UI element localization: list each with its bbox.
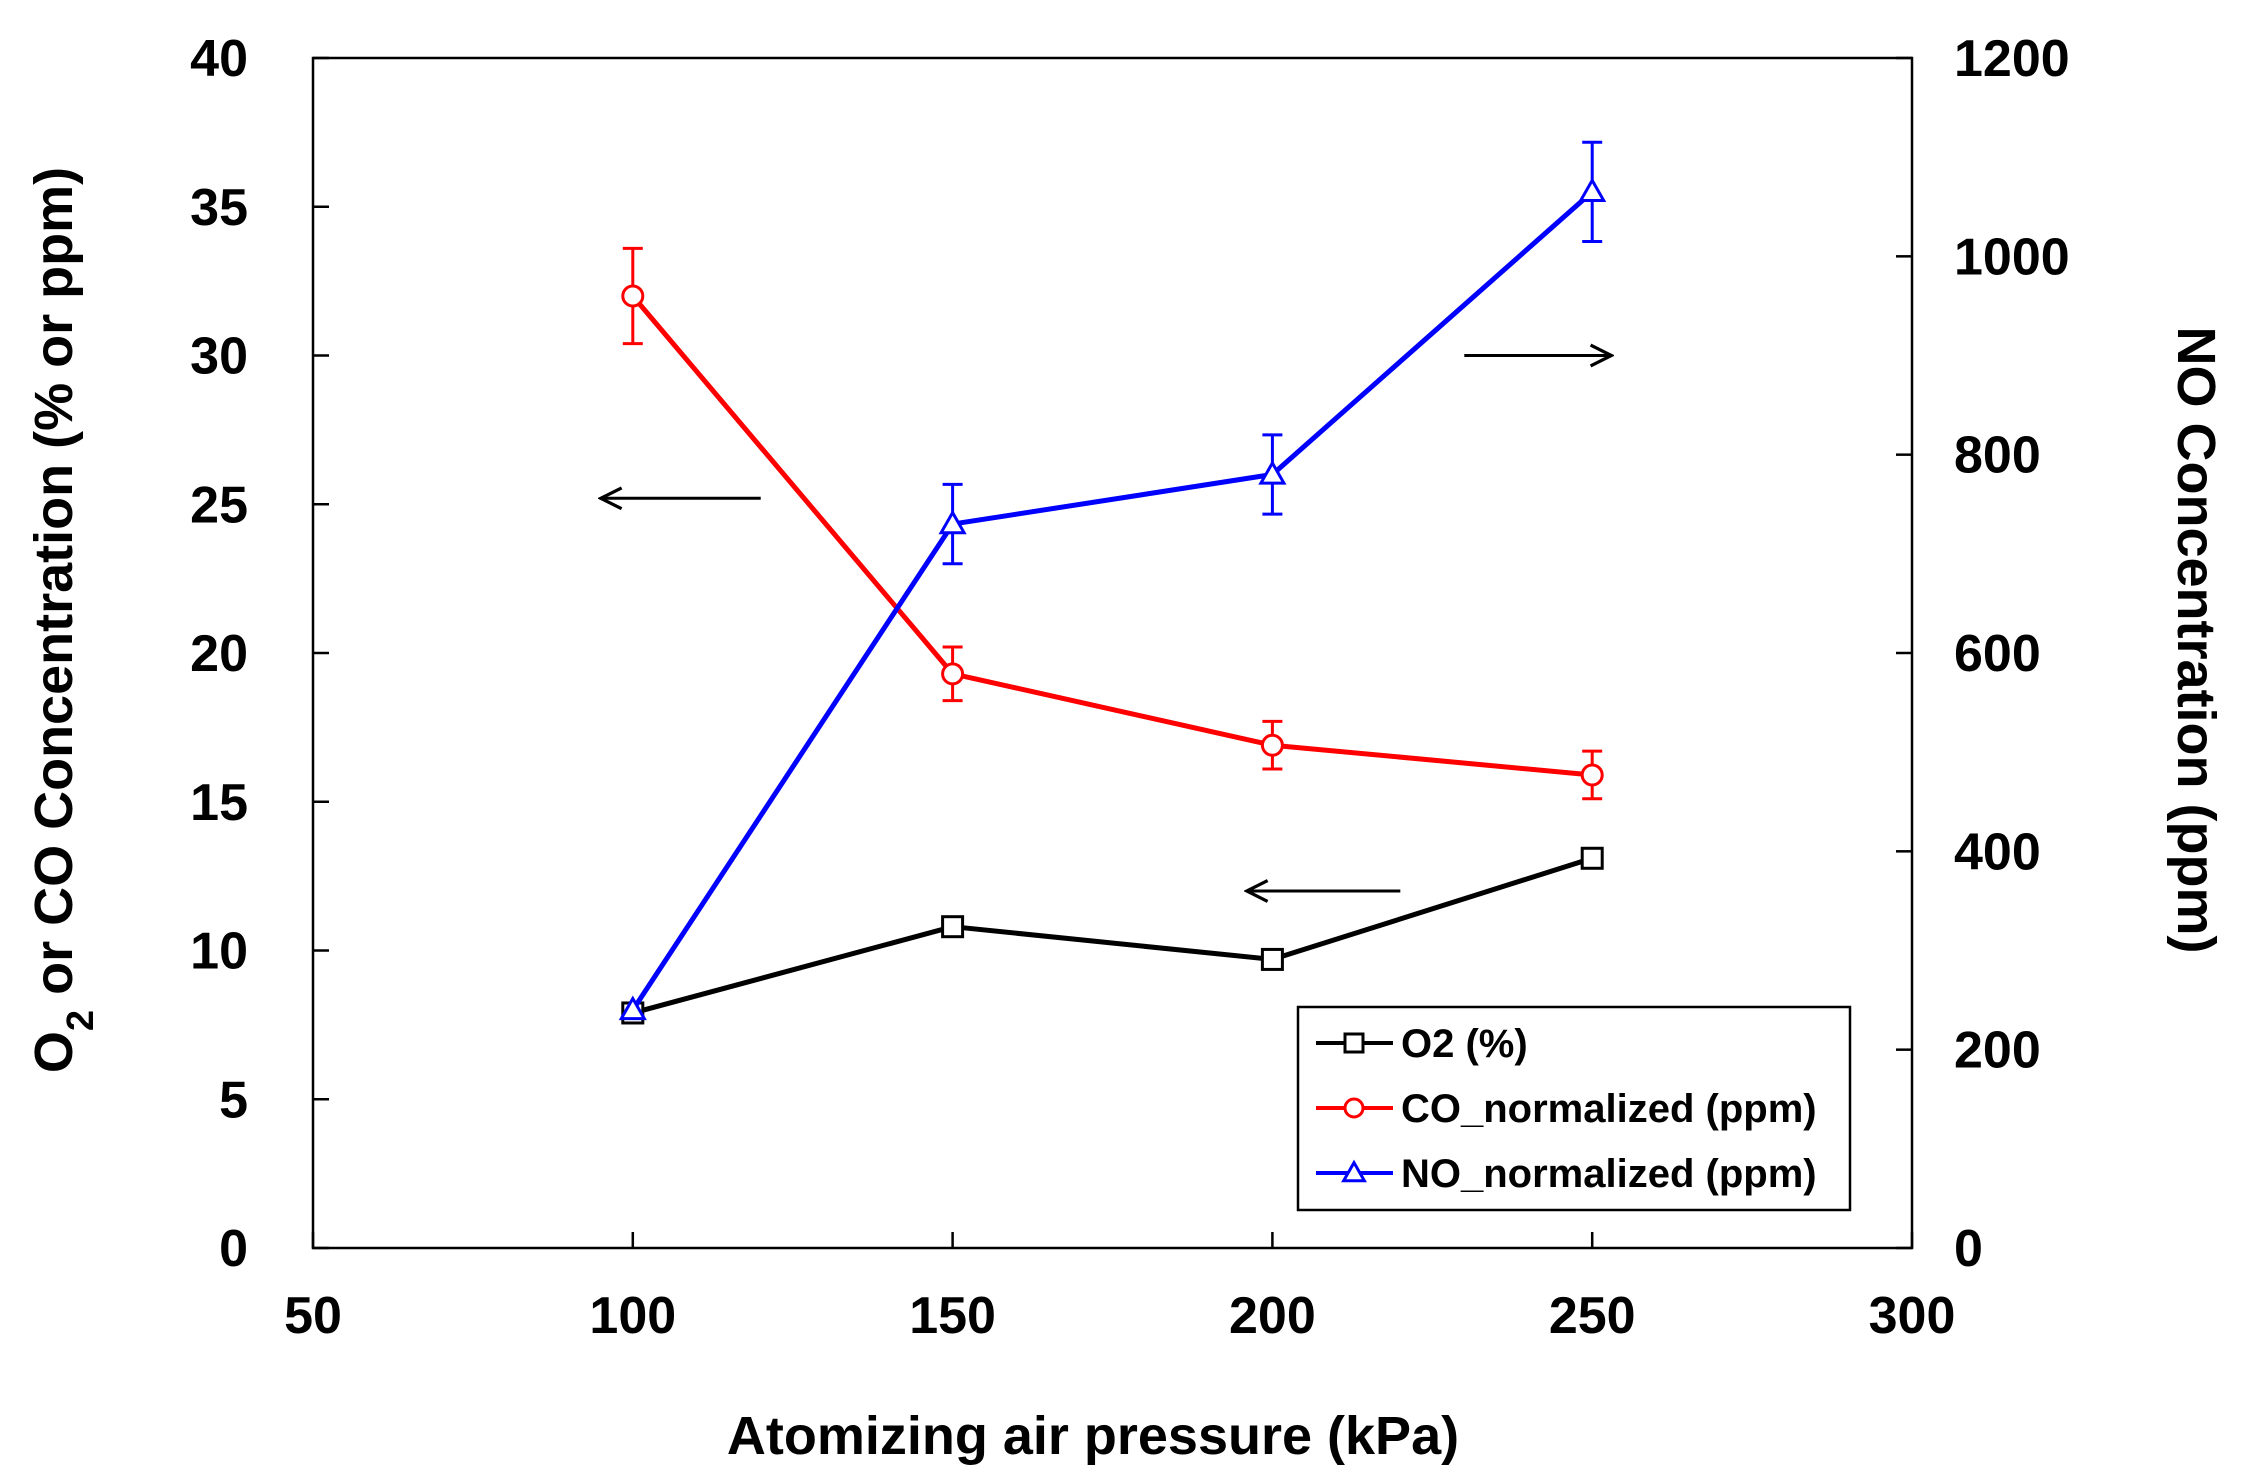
annotations (601, 356, 1612, 892)
x-tick-label: 150 (909, 1287, 996, 1345)
y2-tick-label: 800 (1954, 427, 2041, 485)
series-line (630, 190, 1594, 1012)
legend-marker (1341, 1159, 1367, 1183)
data-point (621, 284, 645, 308)
data-point (1580, 763, 1604, 787)
data-point (1578, 177, 1607, 202)
y-tick-label: 25 (190, 476, 248, 534)
y2-tick-label: 0 (1954, 1220, 1983, 1278)
x-tick-label: 50 (284, 1287, 342, 1345)
series-1 (621, 246, 1604, 801)
y-tick-label: 0 (219, 1220, 248, 1278)
x-tick-label: 100 (589, 1287, 676, 1345)
legend-item: NO_normalized (ppm) (1316, 1152, 1817, 1196)
legend-label: CO_normalized (ppm) (1401, 1087, 1817, 1131)
y-tick-label: 40 (190, 30, 248, 88)
legend: O2 (%) CO_normalized (ppm) NO_normalized (… (1296, 1005, 1852, 1212)
y2-tick-label: 200 (1954, 1022, 2041, 1080)
legend-marker (1343, 1032, 1365, 1054)
data-point (1580, 846, 1604, 870)
series-0 (621, 846, 1604, 1025)
data-point (1258, 459, 1287, 485)
data-point (618, 995, 647, 1021)
y2-axis-title: NO Concentration (ppm) (2166, 327, 2226, 954)
data-point (1260, 733, 1284, 757)
series-2 (618, 140, 1607, 1021)
y-tick-label: 20 (190, 625, 248, 683)
data-point (941, 662, 965, 686)
legend-item: O2 (%) (1316, 1022, 1528, 1066)
legend-marker (1343, 1097, 1365, 1119)
x-tick-label: 300 (1869, 1287, 1956, 1345)
series-line (632, 855, 1593, 1016)
y2-tick-label: 400 (1954, 823, 2041, 881)
y-tick-label: 30 (190, 328, 248, 386)
y2-tick-label: 600 (1954, 625, 2041, 683)
legend-item: CO_normalized (ppm) (1316, 1087, 1817, 1131)
series-layer (618, 140, 1607, 1025)
y-tick-label: 5 (219, 1071, 248, 1129)
y2-tick-label: 1200 (1954, 30, 2070, 88)
legend-label: O2 (%) (1401, 1022, 1528, 1066)
data-point (1260, 947, 1284, 971)
y2-tick-label: 1000 (1954, 228, 2070, 286)
y-axis-title: O2 or CO Concentration (% or ppm) (24, 167, 102, 1073)
y-axis-title-main: O (24, 1031, 84, 1073)
y-axis-title-subscript: 2 (60, 1010, 102, 1031)
y-tick-label: 35 (190, 179, 248, 237)
legend-label: NO_normalized (ppm) (1401, 1152, 1817, 1196)
y-tick-label: 10 (190, 923, 248, 981)
x-tick-label: 200 (1229, 1287, 1316, 1345)
data-point (938, 509, 967, 535)
axes: 50 100 150 200 250 30005101520253035400200400… (190, 30, 2070, 1345)
data-point (941, 915, 965, 939)
x-tick-label: 250 (1549, 1287, 1636, 1345)
y-axis-title-rest: or CO Concentration (% or ppm) (24, 167, 84, 1010)
x-axis-title: Atomizing air pressure (kPa) (727, 1406, 1459, 1466)
series-line (630, 294, 1593, 778)
y-tick-label: 15 (190, 774, 248, 832)
